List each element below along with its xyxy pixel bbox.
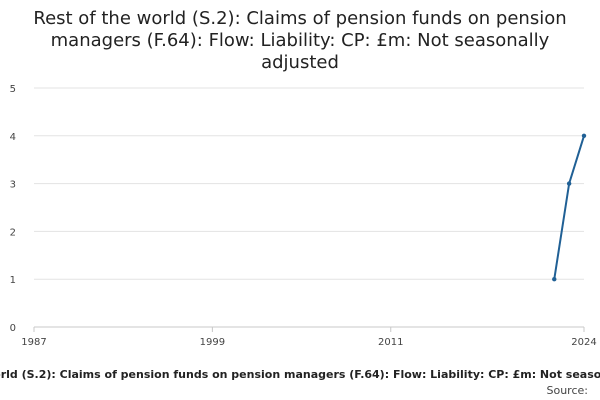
x-tick-label: 2011	[378, 337, 403, 348]
x-tick-label: 1999	[200, 337, 225, 348]
x-tick-label: 2024	[571, 337, 596, 348]
series-line	[553, 135, 585, 280]
chart-title: Rest of the world (S.2): Claims of pensi…	[33, 8, 566, 73]
y-tick-label: 1	[10, 275, 16, 286]
plot-area	[552, 133, 587, 282]
y-tick-label: 4	[10, 132, 16, 143]
y-tick-label: 5	[10, 84, 16, 95]
source-label: Source:	[547, 384, 589, 397]
y-axis: 0 1 2 3 4 5	[10, 84, 16, 334]
y-tick-label: 3	[10, 180, 16, 191]
chart-title-line-1: Rest of the world (S.2): Claims of pensi…	[33, 8, 566, 29]
x-axis: 1987 1999 2011 2024	[21, 326, 597, 348]
y-tick-label: 2	[10, 227, 16, 238]
gridlines	[34, 87, 584, 280]
chart-title-line-2: managers (F.64): Flow: Liability: CP: £m…	[51, 30, 550, 51]
chart-title-line-3: adjusted	[261, 52, 339, 73]
data-point	[552, 277, 557, 282]
data-point	[581, 133, 587, 138]
y-tick-label: 0	[10, 323, 16, 334]
legend-series-label: Rest of the world (S.2): Claims of pensi…	[0, 368, 600, 381]
x-tick-label: 1987	[21, 337, 46, 348]
legend: Rest of the world (S.2): Claims of pensi…	[0, 368, 600, 381]
data-point	[566, 181, 572, 186]
